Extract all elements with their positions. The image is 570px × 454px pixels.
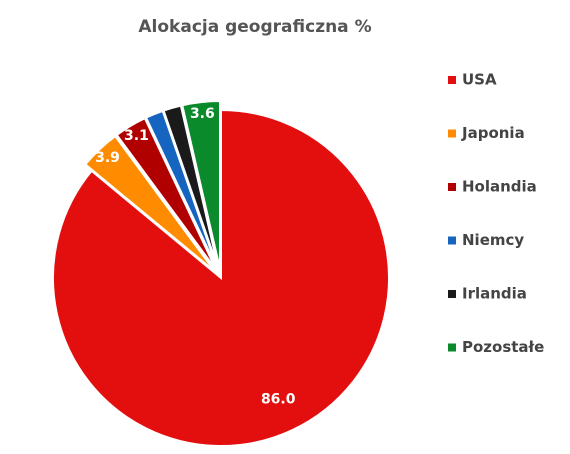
legend-marker bbox=[448, 236, 456, 245]
pie-slice bbox=[52, 108, 390, 447]
data-label: 3.6 bbox=[190, 106, 215, 122]
data-label: 3.9 bbox=[95, 150, 120, 166]
legend-marker bbox=[448, 183, 456, 191]
pie-slice bbox=[83, 134, 216, 273]
pie-slice bbox=[162, 104, 220, 270]
legend-marker bbox=[448, 343, 456, 352]
legend-label: Niemcy bbox=[462, 231, 524, 249]
legend-label: USA bbox=[462, 71, 497, 89]
legend-label: Holandia bbox=[462, 178, 537, 196]
data-label: 3.1 bbox=[124, 128, 149, 144]
legend-label: Japonia bbox=[461, 124, 525, 142]
legend-label: Pozostałe bbox=[462, 338, 544, 356]
legend-marker bbox=[448, 129, 456, 138]
legend-label: Irlandia bbox=[462, 285, 527, 303]
pie-slice bbox=[115, 116, 218, 271]
chart-title: Alokacja geograficzna % bbox=[138, 17, 371, 37]
pie-slice bbox=[181, 100, 221, 270]
data-label: 86.0 bbox=[261, 392, 296, 408]
legend-marker bbox=[448, 76, 456, 84]
legend-marker bbox=[448, 290, 456, 298]
